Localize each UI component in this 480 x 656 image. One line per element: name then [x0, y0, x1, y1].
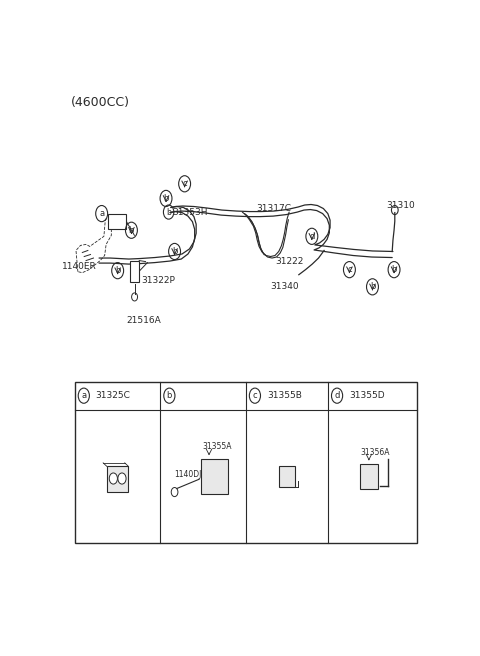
Text: 31356A: 31356A	[360, 448, 390, 457]
Text: 31325C: 31325C	[96, 391, 131, 400]
FancyBboxPatch shape	[279, 466, 295, 487]
Circle shape	[118, 473, 126, 484]
Text: b: b	[166, 207, 171, 216]
Text: 1140DJ: 1140DJ	[174, 470, 201, 480]
Text: d: d	[335, 391, 340, 400]
Text: d: d	[309, 232, 314, 241]
Text: 31355B: 31355B	[267, 391, 302, 400]
Text: b: b	[167, 391, 172, 400]
Text: a: a	[81, 391, 86, 400]
Text: 31222: 31222	[275, 257, 303, 266]
Text: c: c	[347, 265, 352, 274]
Text: b: b	[370, 282, 375, 291]
Circle shape	[109, 473, 118, 484]
FancyBboxPatch shape	[130, 260, 139, 282]
Text: 31317C: 31317C	[256, 203, 291, 213]
Text: (4600CC): (4600CC)	[71, 96, 130, 110]
Text: 31355D: 31355D	[349, 391, 384, 400]
Text: 1140ER: 1140ER	[62, 262, 96, 271]
FancyBboxPatch shape	[201, 459, 228, 494]
Text: 21516A: 21516A	[126, 316, 161, 325]
Text: 31322P: 31322P	[141, 276, 175, 285]
Text: b: b	[172, 247, 177, 256]
Text: b: b	[115, 266, 120, 275]
Text: 31353H: 31353H	[172, 207, 208, 216]
Text: 31310: 31310	[386, 201, 415, 209]
Text: c: c	[252, 391, 257, 400]
FancyBboxPatch shape	[360, 464, 378, 489]
Text: a: a	[99, 209, 104, 218]
FancyBboxPatch shape	[107, 466, 129, 491]
Text: 31355A: 31355A	[203, 442, 232, 451]
FancyBboxPatch shape	[75, 382, 417, 543]
FancyBboxPatch shape	[108, 214, 126, 229]
Text: b: b	[163, 194, 168, 203]
Text: c: c	[182, 179, 187, 188]
Text: b: b	[129, 226, 134, 235]
Text: 31340: 31340	[270, 282, 299, 291]
Text: b: b	[391, 265, 397, 274]
